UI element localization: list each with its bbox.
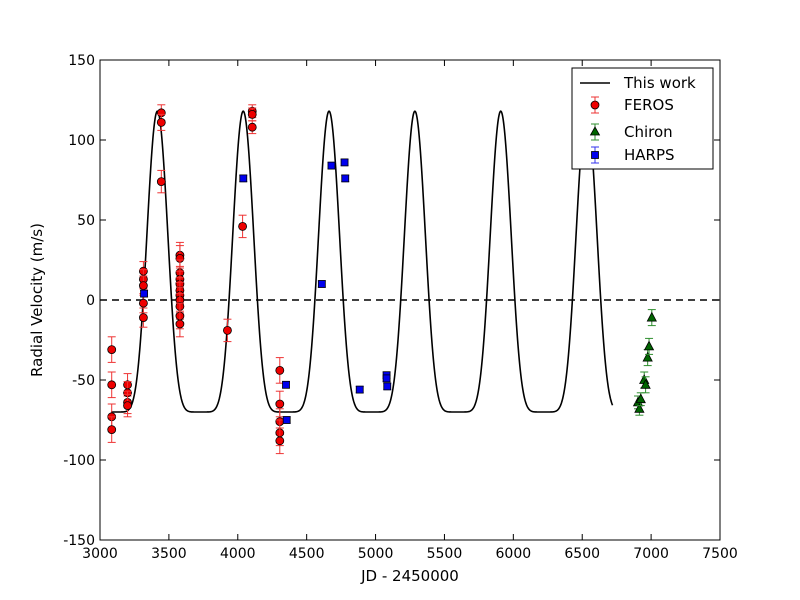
x-tick-label: 6500 [564, 546, 600, 562]
feros-point [175, 319, 185, 329]
model-curve-this-work [111, 110, 614, 413]
x-tick-label: 3000 [82, 546, 118, 562]
legend-label-feros: FEROS [624, 96, 674, 114]
feros-point [247, 122, 257, 132]
harps-point [282, 380, 290, 389]
y-tick-label: 0 [86, 293, 95, 309]
chiron-point [634, 402, 645, 413]
feros-point [223, 325, 232, 335]
harps-point [383, 382, 392, 391]
harps-point [341, 174, 350, 183]
axis-layer: 3000 3500 4000 4500 5000 5500 6000 6500 7000 7500… [63, 53, 738, 562]
legend: This work FEROS Chiron HARPS [571, 67, 714, 170]
plot-layer [100, 104, 720, 455]
feros-point [107, 345, 117, 355]
y-tick-label: 150 [68, 53, 95, 69]
harps-point [317, 280, 326, 288]
harps-point [340, 158, 349, 167]
legend-chiron-triangle-icon [589, 126, 601, 136]
legend-harps-square-icon [591, 151, 599, 159]
x-tick-label: 7000 [633, 546, 669, 562]
legend-label-harps: HARPS [624, 146, 675, 164]
legend-feros-circle-icon [590, 100, 600, 110]
y-tick-label: -100 [63, 453, 95, 469]
chiron-point [642, 351, 653, 362]
x-axis-title: JD - 2450000 [360, 567, 459, 585]
chiron-point [643, 340, 655, 351]
x-tick-label: 4000 [220, 546, 256, 562]
feros-point [156, 118, 166, 127]
x-tick-label: 7500 [702, 546, 738, 562]
x-tick-label: 4500 [289, 546, 325, 562]
feros-point [275, 436, 285, 446]
harps-point [355, 385, 364, 394]
x-tick-label: 6000 [496, 546, 532, 562]
legend-label-chiron: Chiron [624, 123, 673, 141]
legend-label-model: This work [623, 74, 696, 92]
feros-point [138, 298, 148, 308]
chiron-point [646, 311, 657, 322]
x-tick-label: 3500 [151, 546, 187, 562]
harps-point [239, 174, 248, 183]
feros-point [107, 425, 117, 435]
feros-point [247, 110, 257, 119]
feros-point [123, 401, 132, 411]
feros-point [138, 313, 148, 323]
y-tick-label: -150 [63, 533, 95, 549]
feros-point [138, 281, 148, 291]
feros-point [107, 380, 117, 390]
harps-point [140, 289, 148, 298]
feros-point [156, 177, 166, 187]
chiron-point [640, 378, 651, 389]
y-tick-label: 100 [68, 133, 95, 149]
y-axis-title: Radial Velocity (m/s) [28, 223, 46, 377]
chiron-point [635, 393, 646, 404]
harps-point [327, 161, 336, 170]
y-tick-label: 50 [77, 213, 95, 229]
y-tick-label: -50 [72, 373, 95, 389]
feros-point [275, 399, 285, 409]
feros-point [275, 365, 285, 375]
feros-point [238, 221, 248, 231]
x-tick-label: 5000 [358, 546, 394, 562]
harps-point [382, 374, 391, 383]
harps-point [282, 416, 291, 424]
x-tick-label: 5500 [427, 546, 463, 562]
